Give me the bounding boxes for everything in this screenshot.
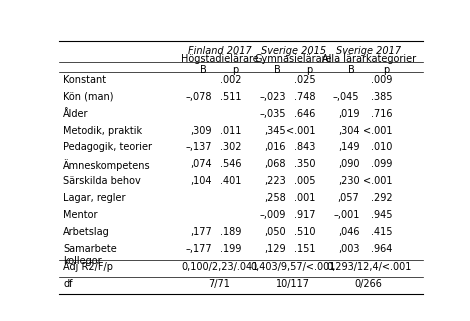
Text: ,230: ,230	[338, 176, 360, 187]
Text: ,223: ,223	[264, 176, 286, 187]
Text: .646: .646	[294, 108, 315, 118]
Text: .385: .385	[371, 92, 393, 102]
Text: –,023: –,023	[259, 92, 286, 102]
Text: .350: .350	[294, 160, 315, 169]
Text: .010: .010	[371, 143, 393, 152]
Text: .011: .011	[220, 126, 242, 135]
Text: .511: .511	[220, 92, 242, 102]
Text: <.001: <.001	[286, 126, 315, 135]
Text: p: p	[384, 65, 390, 75]
Text: .151: .151	[294, 244, 315, 254]
Text: ,003: ,003	[338, 244, 360, 254]
Text: ,258: ,258	[264, 193, 286, 203]
Text: 0,100/2,23/.041: 0,100/2,23/.041	[181, 262, 258, 272]
Text: .099: .099	[371, 160, 393, 169]
Text: .025: .025	[294, 75, 315, 85]
Text: .415: .415	[371, 227, 393, 237]
Text: Arbetslag: Arbetslag	[63, 227, 110, 237]
Text: .292: .292	[371, 193, 393, 203]
Text: B: B	[347, 65, 354, 75]
Text: ,304: ,304	[338, 126, 360, 135]
Text: .964: .964	[371, 244, 393, 254]
Text: p: p	[232, 65, 239, 75]
Text: Särskilda behov: Särskilda behov	[63, 176, 141, 187]
Text: .189: .189	[220, 227, 242, 237]
Text: df: df	[63, 279, 73, 289]
Text: .001: .001	[294, 193, 315, 203]
Text: .009: .009	[371, 75, 393, 85]
Text: Lagar, regler: Lagar, regler	[63, 193, 126, 203]
Text: 0,293/12,4/<.001: 0,293/12,4/<.001	[326, 262, 411, 272]
Text: ,177: ,177	[190, 227, 212, 237]
Text: Finland 2017: Finland 2017	[188, 46, 251, 56]
Text: Ämneskompetens: Ämneskompetens	[63, 160, 151, 171]
Text: .510: .510	[294, 227, 315, 237]
Text: Kön (man): Kön (man)	[63, 92, 114, 102]
Text: .843: .843	[294, 143, 315, 152]
Text: ,129: ,129	[264, 244, 286, 254]
Text: .002: .002	[220, 75, 242, 85]
Text: Sverige 2015: Sverige 2015	[261, 46, 326, 56]
Text: –,009: –,009	[259, 210, 286, 220]
Text: ,019: ,019	[338, 108, 360, 118]
Text: ,149: ,149	[338, 143, 360, 152]
Text: B: B	[200, 65, 207, 75]
Text: ,104: ,104	[191, 176, 212, 187]
Text: .716: .716	[371, 108, 393, 118]
Text: B: B	[274, 65, 281, 75]
Text: ,074: ,074	[190, 160, 212, 169]
Text: ,057: ,057	[338, 193, 360, 203]
Text: –,137: –,137	[186, 143, 212, 152]
Text: Mentor: Mentor	[63, 210, 98, 220]
Text: Adj R2/F/p: Adj R2/F/p	[63, 262, 113, 272]
Text: .302: .302	[220, 143, 242, 152]
Text: ,309: ,309	[191, 126, 212, 135]
Text: <.001: <.001	[363, 126, 393, 135]
Text: ,090: ,090	[338, 160, 360, 169]
Text: .401: .401	[220, 176, 242, 187]
Text: 10/117: 10/117	[276, 279, 310, 289]
Text: .199: .199	[220, 244, 242, 254]
Text: Sverige 2017: Sverige 2017	[336, 46, 401, 56]
Text: ,046: ,046	[338, 227, 360, 237]
Text: .546: .546	[220, 160, 242, 169]
Text: ,050: ,050	[264, 227, 286, 237]
Text: –,078: –,078	[186, 92, 212, 102]
Text: Ålder: Ålder	[63, 108, 89, 118]
Text: 0,403/9,57/<.001: 0,403/9,57/<.001	[251, 262, 336, 272]
Text: Pedagogik, teorier: Pedagogik, teorier	[63, 143, 152, 152]
Text: ,016: ,016	[264, 143, 286, 152]
Text: Metodik, praktik: Metodik, praktik	[63, 126, 142, 135]
Text: ,345: ,345	[264, 126, 286, 135]
Text: p: p	[306, 65, 312, 75]
Text: Gymnasielärare: Gymnasielärare	[254, 54, 332, 64]
Text: .005: .005	[294, 176, 315, 187]
Text: Alla lärarkategorier: Alla lärarkategorier	[321, 54, 416, 64]
Text: 0/266: 0/266	[355, 279, 383, 289]
Text: 7/71: 7/71	[209, 279, 230, 289]
Text: .917: .917	[294, 210, 315, 220]
Text: .748: .748	[294, 92, 315, 102]
Text: –,001: –,001	[333, 210, 360, 220]
Text: Samarbete
kollegor: Samarbete kollegor	[63, 244, 117, 266]
Text: –,177: –,177	[186, 244, 212, 254]
Text: Högstadielärare: Högstadielärare	[180, 54, 258, 64]
Text: –,035: –,035	[259, 108, 286, 118]
Text: Konstant: Konstant	[63, 75, 107, 85]
Text: .945: .945	[371, 210, 393, 220]
Text: ,068: ,068	[264, 160, 286, 169]
Text: –,045: –,045	[333, 92, 360, 102]
Text: <.001: <.001	[363, 176, 393, 187]
